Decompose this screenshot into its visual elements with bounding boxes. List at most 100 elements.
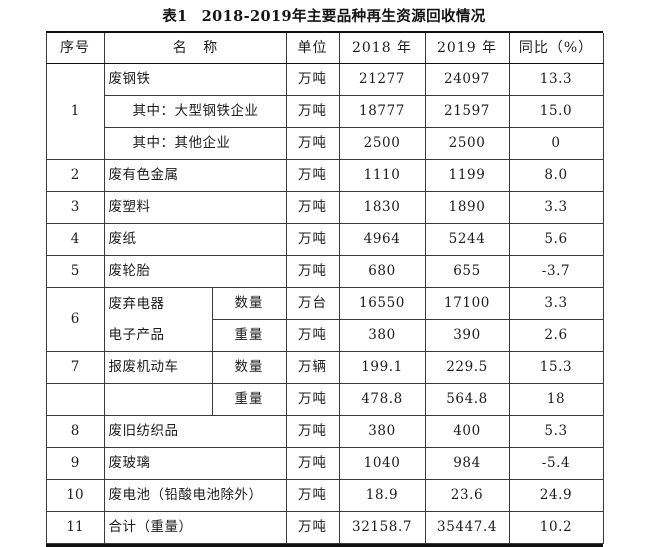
header-cell-2019: 2019 年 (424, 33, 510, 65)
row-value-yoy: 15.0 (508, 95, 604, 129)
header-cell-yoy: 同比（%） (508, 33, 604, 65)
row-name-line-2: 电子产品 (108, 326, 165, 343)
row-name: 废有色金属 (103, 159, 287, 193)
row-value-2018: 680 (338, 255, 426, 289)
row-value-2018: 1830 (338, 191, 426, 225)
table-row: 5 废轮胎 万吨 680 655 -3.7 (45, 255, 604, 289)
table-row: 3 废塑料 万吨 1830 1890 3.3 (45, 191, 604, 225)
table-row: 2 废有色金属 万吨 1110 1199 8.0 (45, 159, 604, 193)
row-value-yoy: -5.4 (508, 447, 604, 481)
row-unit: 万吨 (285, 159, 340, 193)
row-name: 废钢铁 (103, 63, 287, 97)
row-value-2018: 18.9 (338, 479, 426, 513)
row-value-yoy: 8.0 (508, 159, 604, 193)
row-value-2018: 199.1 (338, 351, 426, 385)
header-cell-name: 名 称 (103, 33, 287, 65)
row-name: 废旧纺织品 (103, 415, 287, 449)
row-value-2019: 564.8 (424, 383, 510, 417)
row-value-yoy: 24.9 (508, 479, 604, 513)
row-unit: 万吨 (285, 223, 340, 257)
row-number: 3 (45, 191, 105, 225)
row-value-2019: 229.5 (424, 351, 510, 385)
table-caption-text: 2018-2019年主要品种再生资源回收情况 (201, 8, 486, 25)
row-value-2018: 380 (338, 319, 426, 353)
table-row: 其中：其他企业 万吨 2500 2500 0 (46, 127, 604, 161)
row-name: 废玻璃 (103, 447, 287, 481)
row-subtype: 数量 (211, 287, 287, 321)
row-unit: 万吨 (285, 415, 340, 449)
row-value-2019: 1199 (424, 159, 510, 193)
row-name: 废纸 (103, 223, 287, 257)
row-unit: 万吨 (285, 191, 340, 225)
row-unit: 万台 (285, 287, 340, 321)
row-name-line-1: 废弃电器 (108, 295, 165, 312)
row-number (45, 383, 105, 417)
row-value-2019: 5244 (424, 223, 510, 257)
row-value-yoy: 18 (508, 383, 604, 417)
table-row: 重量 万吨 478.8 564.8 18 (45, 383, 604, 417)
row-value-yoy: -3.7 (508, 255, 604, 289)
row-value-2019: 24097 (424, 63, 510, 97)
table-row: 10 废电池（铅酸电池除外） 万吨 18.9 23.6 24.9 (45, 479, 604, 513)
table-row: 6 废弃电器 电子产品 数量 万台 16550 17100 3.3 (45, 287, 604, 353)
table-row: 1 废钢铁 万吨 21277 24097 13.3 (45, 63, 604, 161)
table-row: 9 废玻璃 万吨 1040 984 -5.4 (45, 447, 604, 481)
table-caption: 表1 2018-2019年主要品种再生资源回收情况 (0, 0, 648, 31)
recycled-resources-table: 序号 名 称 单位 2018 年 2019 年 同比（%） 1 废钢铁 万吨 2… (45, 33, 604, 545)
row-value-yoy: 5.3 (508, 415, 604, 449)
row-number: 6 (45, 287, 105, 353)
row-value-yoy: 10.2 (508, 511, 604, 545)
row-unit: 万吨 (285, 447, 340, 481)
row-value-yoy: 3.3 (508, 191, 604, 225)
row-number: 10 (45, 479, 105, 513)
row-unit: 万吨 (285, 319, 340, 353)
row-number: 2 (45, 159, 105, 193)
row-value-2018: 18777 (338, 95, 426, 129)
row-unit: 万吨 (285, 63, 340, 97)
row-number: 1 (45, 63, 105, 161)
row-value-2018: 1110 (338, 159, 426, 193)
row-number: 4 (45, 223, 105, 257)
row-value-2019: 17100 (424, 287, 510, 321)
row-number: 5 (45, 255, 105, 289)
row-value-2019: 21597 (424, 95, 510, 129)
row-name: 合计（重量） (103, 511, 287, 545)
row-unit: 万吨 (285, 95, 340, 129)
row-unit: 万吨 (285, 511, 340, 545)
header-cell-no: 序号 (45, 33, 105, 65)
row-number: 11 (45, 511, 105, 545)
row-value-2018: 16550 (338, 287, 426, 321)
table-header-row: 序号 名 称 单位 2018 年 2019 年 同比（%） (45, 33, 604, 65)
row-value-2019: 655 (424, 255, 510, 289)
row-number: 9 (45, 447, 105, 481)
row-value-yoy: 3.3 (508, 287, 604, 321)
table-bottom-rule (45, 544, 603, 547)
row-value-2019: 2500 (424, 127, 510, 161)
row-value-yoy: 15.3 (508, 351, 604, 385)
row-value-2019: 400 (424, 415, 510, 449)
row-name (103, 383, 213, 417)
table-body: 1 废钢铁 万吨 21277 24097 13.3 其中：大型钢铁企业 万吨 1… (45, 63, 604, 545)
header-cell-2018: 2018 年 (338, 33, 426, 65)
row-value-yoy: 5.6 (508, 223, 604, 257)
row-name: 废电池（铅酸电池除外） (103, 479, 287, 513)
row-value-2019: 35447.4 (424, 511, 510, 545)
row-value-2018: 478.8 (338, 383, 426, 417)
row-unit: 万吨 (285, 255, 340, 289)
row-name: 其中：其他企业 (103, 127, 287, 161)
table-row: 7 报废机动车 数量 万辆 199.1 229.5 15.3 (45, 351, 604, 385)
row-value-2018: 4964 (338, 223, 426, 257)
row-number: 8 (45, 415, 105, 449)
table-row: 11 合计（重量） 万吨 32158.7 35447.4 10.2 (45, 511, 604, 545)
row-name: 废塑料 (103, 191, 287, 225)
table-row: 重量 万吨 380 390 2.6 (46, 319, 604, 353)
row-value-2018: 1040 (338, 447, 426, 481)
row-value-2018: 32158.7 (338, 511, 426, 545)
row-number: 7 (45, 351, 105, 385)
row-value-2018: 380 (338, 415, 426, 449)
table-top-rule (45, 31, 603, 34)
row-subtype: 重量 (211, 383, 287, 417)
header-cell-unit: 单位 (285, 33, 340, 65)
table-row: 其中：大型钢铁企业 万吨 18777 21597 15.0 (46, 95, 604, 129)
